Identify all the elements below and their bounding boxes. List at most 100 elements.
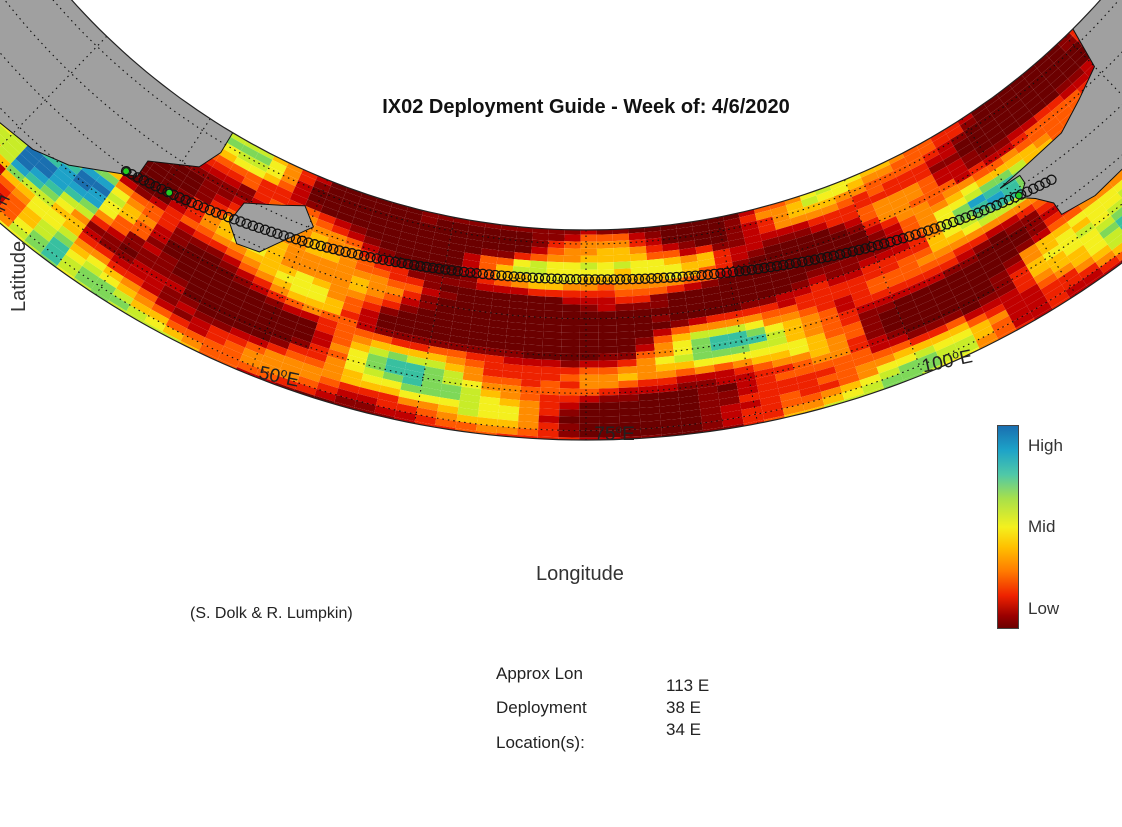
ocean-cell [677, 388, 699, 398]
ocean-cell [579, 445, 600, 452]
ocean-cell [898, 359, 920, 374]
ocean-cell [409, 341, 430, 353]
track-marker [589, 274, 601, 285]
ocean-cell [700, 279, 720, 289]
ocean-cell [683, 281, 702, 292]
ocean-cell [40, 247, 62, 266]
ocean-cell [526, 302, 545, 311]
ocean-cell [340, 250, 359, 263]
ocean-cell [215, 266, 236, 281]
ocean-cell [885, 274, 906, 288]
ocean-cell [851, 288, 871, 302]
ocean-cell [419, 293, 439, 305]
ocean-cell [545, 289, 563, 298]
ocean-cell [722, 303, 742, 314]
deployment-marker [165, 188, 174, 197]
ocean-cell [779, 390, 801, 402]
ocean-cell [599, 409, 620, 417]
ocean-cell [145, 235, 166, 251]
ocean-cell [142, 174, 161, 190]
ocean-cell [391, 423, 414, 435]
ocean-cell [178, 294, 200, 310]
ocean-cell [33, 224, 54, 242]
ocean-cell [340, 308, 360, 321]
ocean-cell [729, 244, 748, 256]
ocean-cell [668, 298, 687, 308]
ocean-cell [896, 169, 914, 184]
track-marker [683, 270, 695, 282]
ocean-cell [284, 296, 305, 310]
ocean-cell [317, 316, 338, 329]
ocean-cell [483, 234, 500, 244]
ocean-cell [781, 397, 803, 409]
ocean-cell [16, 182, 36, 201]
ocean-cell [657, 383, 678, 393]
ocean-cell [509, 293, 528, 303]
ocean-cell [295, 180, 314, 193]
ocean-cell [883, 222, 902, 236]
ocean-cell [1064, 89, 1082, 106]
ocean-cell [858, 255, 878, 269]
ocean-cell [966, 312, 988, 329]
ocean-cell [275, 375, 298, 390]
ocean-cell [331, 276, 351, 289]
ocean-cell [758, 223, 776, 235]
ocean-cell [860, 314, 881, 328]
ocean-cell [209, 278, 230, 294]
ocean-cell [115, 180, 135, 197]
ocean-cell [313, 180, 331, 193]
ocean-cell [942, 184, 961, 200]
ocean-cell [836, 366, 858, 380]
ocean-cell [710, 234, 728, 245]
ocean-cell [874, 353, 896, 368]
track-marker [1003, 194, 1015, 206]
ocean-cell [691, 344, 712, 354]
ocean-cell [211, 232, 232, 248]
ocean-cell [751, 196, 769, 207]
ocean-cell [562, 304, 581, 312]
ocean-cell [826, 406, 849, 419]
ocean-cell [615, 310, 634, 319]
track-marker [922, 225, 934, 236]
ocean-cell [836, 197, 855, 210]
ocean-cell [1044, 41, 1061, 58]
ocean-cell [579, 381, 599, 389]
ocean-cell [925, 154, 943, 169]
ocean-cell [975, 172, 994, 188]
track-marker [1034, 180, 1045, 192]
ocean-cell [853, 294, 874, 308]
ocean-cell [986, 157, 1005, 173]
ocean-cell [647, 258, 665, 268]
ocean-cell [746, 326, 766, 338]
ocean-cell [202, 251, 222, 266]
track-marker [180, 194, 191, 206]
ocean-cell [537, 443, 558, 451]
ocean-cell [176, 220, 196, 237]
ocean-cell [106, 191, 127, 209]
ocean-cell [420, 386, 441, 398]
track-marker [797, 256, 808, 268]
ocean-cell [974, 140, 993, 155]
ocean-cell [1023, 289, 1045, 306]
ocean-cell [464, 358, 485, 369]
ocean-cell [86, 220, 107, 238]
ocean-cell [83, 191, 103, 209]
track-marker [834, 249, 846, 260]
ocean-cell [951, 328, 973, 344]
ocean-cell [385, 285, 404, 297]
ocean-cell [261, 256, 281, 271]
ocean-cell [239, 354, 262, 369]
ocean-cell [333, 270, 353, 283]
ocean-cell [674, 360, 695, 370]
ocean-cell [216, 187, 235, 202]
ocean-cell [720, 289, 740, 300]
ocean-cell [731, 351, 752, 362]
ocean-cell [917, 213, 937, 228]
ocean-cell [523, 351, 543, 360]
ocean-cell [872, 196, 891, 211]
ocean-cell [185, 242, 206, 258]
ocean-cell [599, 395, 620, 403]
ocean-cell [780, 311, 801, 323]
ocean-cell [394, 323, 414, 335]
ocean-cell [932, 133, 950, 149]
